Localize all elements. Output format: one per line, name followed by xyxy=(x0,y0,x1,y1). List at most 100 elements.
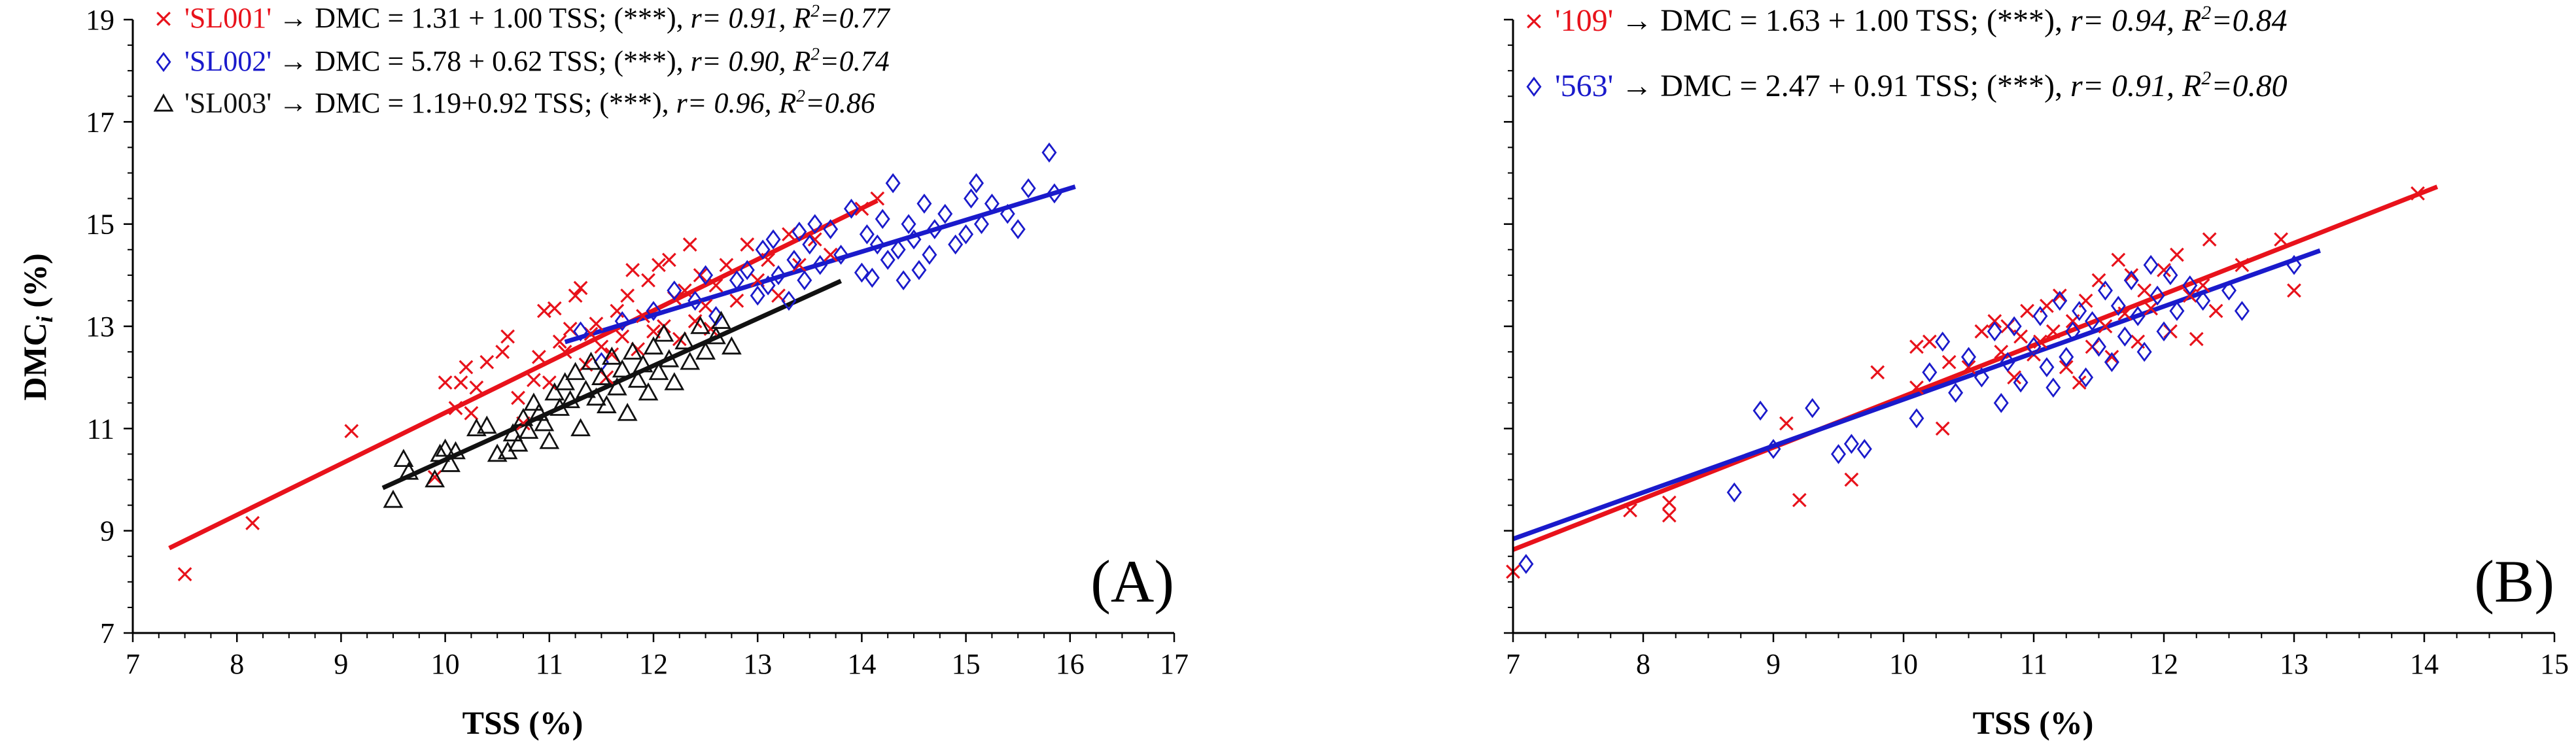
data-point-sl003 xyxy=(627,369,648,388)
data-point-109 xyxy=(2045,324,2061,339)
data-point-sl001 xyxy=(677,283,692,298)
legend-r2-symbol: R xyxy=(792,45,810,77)
data-point-sl003 xyxy=(612,359,633,378)
data-point-109 xyxy=(2033,334,2047,349)
data-point-109 xyxy=(2117,306,2132,321)
data-point-sl003 xyxy=(711,311,731,329)
data-point-sl002 xyxy=(906,229,922,250)
data-point-sl002 xyxy=(688,290,703,311)
legend-r2-value: =0.77 xyxy=(820,2,891,34)
data-point-sl001 xyxy=(531,350,546,364)
data-point-sl002 xyxy=(1010,219,1026,239)
data-point-sl001 xyxy=(479,354,495,369)
legend-r: r= 0.91, xyxy=(2070,69,2182,103)
data-point-sl003 xyxy=(601,347,622,365)
data-point-sl002 xyxy=(755,239,771,260)
data-point-sl003 xyxy=(565,362,585,381)
data-point-sl003 xyxy=(633,354,653,373)
data-point-sl002 xyxy=(880,250,896,270)
fit-line-109 xyxy=(1512,184,2439,552)
data-point-sl002 xyxy=(901,214,916,235)
x-tick-label: 10 xyxy=(1889,648,1918,680)
data-point-sl001 xyxy=(245,516,260,530)
data-point-563 xyxy=(2000,352,2015,373)
data-point-563 xyxy=(2091,336,2106,357)
data-point-563 xyxy=(2078,367,2094,388)
legend-r: r= 0.96, xyxy=(676,87,779,119)
data-point-sl002 xyxy=(771,265,786,286)
data-point-sl001 xyxy=(729,294,744,308)
data-point-109 xyxy=(2020,303,2034,318)
data-point-563 xyxy=(2136,341,2152,362)
legend-text-563: '563' → DMC = 2.47 + 0.91 TSS; (***), r=… xyxy=(1555,67,2288,103)
y-tick-label: 17 xyxy=(86,106,114,138)
data-point-109 xyxy=(1662,495,1677,510)
data-point-sl001 xyxy=(495,345,510,359)
panel-a-ticks: 7 8 9 10 11 12 13 14 15 16 17 7 9 11 13 15 17 19 xyxy=(86,4,1189,680)
data-point-sl003 xyxy=(659,349,680,367)
data-point-563 xyxy=(2085,311,2100,332)
data-point-sl002 xyxy=(573,321,589,342)
data-point-sl003 xyxy=(622,341,643,360)
data-point-109 xyxy=(1909,380,1924,395)
legend-series-name: 'SL002' xyxy=(184,45,271,77)
data-point-563 xyxy=(2013,372,2028,393)
panel-b-label: (B) xyxy=(2474,548,2554,615)
y-axis-label-suffix: (%) xyxy=(16,253,53,316)
data-point-sl001 xyxy=(500,329,515,344)
data-point-563 xyxy=(2221,280,2237,301)
data-point-sl003 xyxy=(570,418,591,437)
legend-marker-109 xyxy=(1527,14,1541,29)
data-point-109 xyxy=(1941,354,1957,369)
data-point-sl003 xyxy=(596,395,617,413)
panel-a-x-axis-label: TSS (%) xyxy=(462,704,583,741)
legend-r: r= 0.91, xyxy=(691,2,793,34)
data-point-sl001 xyxy=(448,401,463,415)
panel-b-legend: '109' → DMC = 1.63 + 1.00 TSS; (***), r=… xyxy=(1526,2,2288,103)
data-point-sl003 xyxy=(523,392,544,411)
data-point-sl001 xyxy=(615,329,630,344)
data-point-109 xyxy=(1909,339,1924,354)
data-point-sl002 xyxy=(1000,203,1015,224)
fit-line-563 xyxy=(1512,248,2321,541)
data-point-sl001 xyxy=(344,424,359,439)
data-point-sl002 xyxy=(927,219,943,239)
data-point-109 xyxy=(2170,247,2184,262)
x-tick-label: 15 xyxy=(2540,648,2569,680)
data-point-sl001 xyxy=(573,281,588,296)
legend-series-name: 'SL003' xyxy=(184,87,271,119)
data-point-sl001 xyxy=(641,273,655,288)
data-point-sl002 xyxy=(973,214,989,235)
legend-r2-value: =0.80 xyxy=(2211,69,2287,103)
data-point-sl001 xyxy=(552,334,567,349)
data-point-563 xyxy=(2104,352,2119,373)
legend-r2-superscript: 2 xyxy=(810,1,820,20)
x-tick-label: 9 xyxy=(1766,648,1781,680)
x-tick-label: 17 xyxy=(1160,648,1189,680)
data-point-sl002 xyxy=(984,194,1000,214)
data-point-109 xyxy=(2157,263,2171,277)
data-point-sl002 xyxy=(698,265,714,286)
data-point-109 xyxy=(2052,288,2067,303)
legend-marker-sl001 xyxy=(156,11,171,26)
legend-marker-sl003 xyxy=(153,93,174,112)
data-point-sl003 xyxy=(398,461,419,480)
data-point-563 xyxy=(1909,408,1924,429)
data-point-563 xyxy=(2195,290,2211,311)
data-point-sl001 xyxy=(459,360,474,375)
data-point-sl002 xyxy=(1047,183,1062,204)
data-point-109 xyxy=(1844,472,1859,487)
data-point-sl002 xyxy=(885,173,901,194)
data-point-sl003 xyxy=(502,423,523,441)
data-point-sl003 xyxy=(476,415,497,434)
legend-series-name: '563' xyxy=(1555,69,1613,103)
data-point-563 xyxy=(2286,254,2302,275)
data-point-109 xyxy=(2137,283,2152,298)
data-point-109 xyxy=(1662,508,1677,523)
data-point-109 xyxy=(1792,492,1807,507)
data-point-sl001 xyxy=(604,347,619,362)
legend-r2-symbol: R xyxy=(2182,69,2201,103)
legend-text-109: '109' → DMC = 1.63 + 1.00 TSS; (***), r=… xyxy=(1555,2,2288,38)
data-point-109 xyxy=(2007,370,2022,385)
